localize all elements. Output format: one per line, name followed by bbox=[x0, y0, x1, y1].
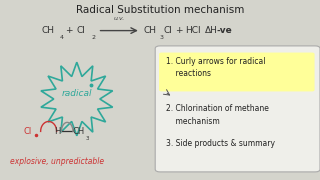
Text: 3: 3 bbox=[86, 136, 89, 141]
Text: +: + bbox=[175, 26, 183, 35]
FancyBboxPatch shape bbox=[155, 46, 320, 172]
Text: CH: CH bbox=[73, 127, 85, 136]
Text: CH: CH bbox=[42, 26, 55, 35]
Text: mechanism: mechanism bbox=[166, 117, 220, 126]
Text: 2: 2 bbox=[91, 35, 95, 40]
FancyBboxPatch shape bbox=[159, 53, 315, 91]
Text: -ve: -ve bbox=[216, 26, 232, 35]
Text: 4: 4 bbox=[59, 35, 63, 40]
Text: reactions: reactions bbox=[166, 69, 212, 78]
Text: explosive, unpredictable: explosive, unpredictable bbox=[10, 158, 104, 166]
Text: HCl: HCl bbox=[185, 26, 201, 35]
Text: Cl: Cl bbox=[77, 26, 86, 35]
Text: CH: CH bbox=[144, 26, 157, 35]
Text: ΔH: ΔH bbox=[205, 26, 218, 35]
Text: radical: radical bbox=[61, 89, 92, 98]
Text: Cl: Cl bbox=[164, 26, 173, 35]
Text: u.v.: u.v. bbox=[113, 16, 125, 21]
Text: Cl: Cl bbox=[24, 127, 32, 136]
Text: 2. Chlorination of methane: 2. Chlorination of methane bbox=[166, 104, 269, 113]
Text: +: + bbox=[65, 26, 73, 35]
Text: 3: 3 bbox=[159, 35, 163, 40]
Text: 3. Side products & summary: 3. Side products & summary bbox=[166, 139, 276, 148]
Text: H: H bbox=[54, 127, 60, 136]
Text: Radical Substitution mechanism: Radical Substitution mechanism bbox=[76, 5, 244, 15]
Text: 1. Curly arrows for radical: 1. Curly arrows for radical bbox=[166, 57, 266, 66]
